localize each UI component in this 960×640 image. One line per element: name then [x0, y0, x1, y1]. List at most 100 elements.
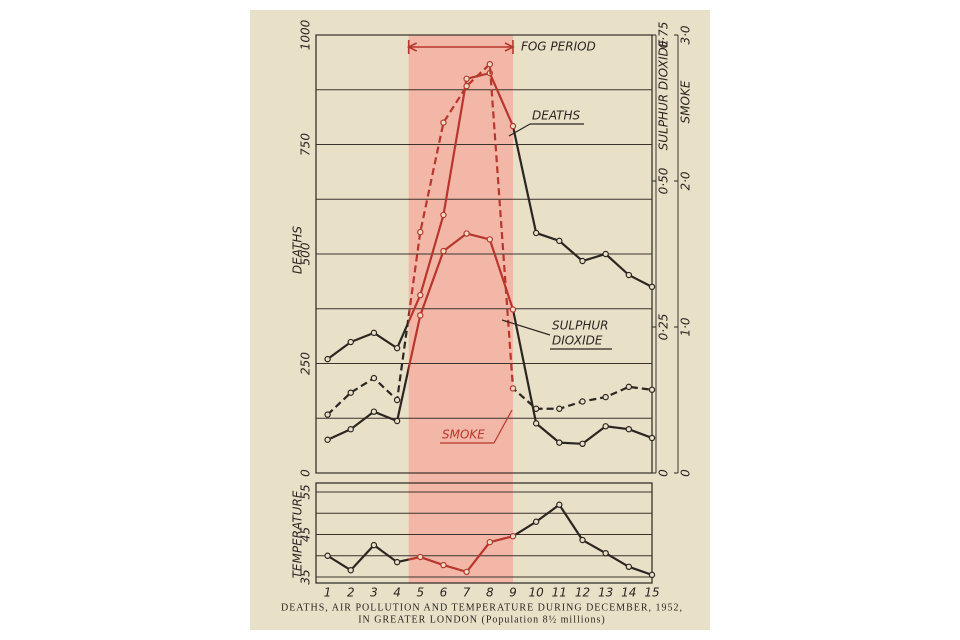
data-point — [324, 355, 331, 363]
data-point — [509, 385, 517, 392]
data-point — [556, 405, 563, 412]
data-point — [579, 536, 586, 544]
annotation: DIOXIDE — [552, 334, 603, 348]
y-tick-label: 55 — [299, 484, 313, 499]
annotation-pointer — [508, 123, 531, 137]
data-point — [532, 229, 540, 237]
data-point — [509, 533, 517, 540]
x-tick-label: 5 — [416, 586, 424, 600]
data-point — [370, 374, 378, 382]
data-point — [463, 75, 470, 83]
series-line — [326, 61, 653, 416]
data-point — [602, 393, 609, 401]
data-point — [556, 237, 563, 245]
data-point — [625, 383, 633, 391]
caption: DEATHS, AIR POLLUTION AND TEMPERATURE DU… — [281, 602, 683, 613]
data-point — [648, 283, 656, 291]
data-point — [347, 338, 354, 346]
annotation: SULPHUR — [552, 319, 608, 333]
caption: IN GREATER LONDON (Population 8½ million… — [358, 614, 606, 625]
data-point — [463, 230, 470, 237]
data-point — [625, 563, 633, 571]
data-point — [324, 552, 331, 559]
y-tick-label: 0 — [299, 469, 313, 477]
data-point — [648, 571, 656, 579]
data-point — [509, 122, 517, 130]
data-point — [440, 561, 447, 569]
data-point — [486, 60, 493, 68]
y-tick-label: 0 — [679, 469, 693, 477]
y-tick-label: 750 — [299, 133, 313, 156]
x-tick-label: 2 — [347, 586, 355, 600]
x-tick-label: 3 — [370, 586, 378, 600]
data-point — [347, 426, 354, 433]
data-point — [625, 271, 633, 279]
data-point — [463, 568, 470, 576]
x-tick-label: 9 — [509, 586, 517, 600]
x-tick-label: 7 — [463, 586, 471, 600]
data-point — [417, 291, 424, 299]
data-point — [532, 420, 540, 427]
data-point — [602, 250, 609, 258]
data-point — [625, 426, 633, 433]
fog-period-label: FOG PERIOD — [521, 40, 596, 54]
x-tick-label: 4 — [393, 586, 401, 600]
data-point — [579, 440, 586, 447]
data-point — [324, 411, 331, 418]
annotation-pointer — [493, 409, 513, 444]
data-point — [417, 228, 424, 236]
y-tick-label: 250 — [299, 352, 313, 375]
annotation: DEATHS — [532, 109, 581, 123]
data-point — [648, 386, 656, 393]
y-tick-label: 0·75 — [657, 22, 671, 49]
x-tick-label: 14 — [621, 586, 636, 600]
plot-frame — [315, 482, 653, 584]
data-point — [532, 518, 540, 525]
annotation-pointer — [501, 319, 551, 336]
x-tick-label: 6 — [440, 586, 448, 600]
x-tick-label: 8 — [486, 586, 494, 600]
y-tick-label: 3·0 — [679, 25, 693, 44]
data-point — [556, 439, 563, 446]
y-axis-title: SMOKE — [679, 80, 693, 123]
y-tick-label: 2·0 — [679, 171, 693, 190]
data-point — [417, 553, 424, 561]
y-tick-label: 35 — [299, 569, 313, 584]
data-point — [486, 538, 493, 546]
y-tick-label: 1·0 — [679, 317, 693, 336]
data-point — [393, 396, 401, 404]
y-axis-title: SULPHUR DIOXIDE — [657, 39, 671, 150]
y-axis-title: TEMPERATURE — [291, 490, 305, 578]
data-point — [602, 423, 609, 430]
data-point — [370, 408, 378, 415]
y-tick-label: 0 — [657, 469, 671, 477]
x-tick-label: 13 — [598, 586, 613, 600]
data-point — [602, 550, 609, 557]
x-tick-label: 11 — [552, 586, 567, 600]
data-point — [556, 501, 563, 508]
y-axis-title: DEATHS — [291, 226, 305, 275]
data-point — [509, 306, 517, 313]
data-point — [347, 567, 354, 574]
data-point — [579, 398, 586, 405]
y-tick-label: 0·25 — [657, 314, 671, 341]
data-point — [440, 119, 447, 126]
data-point — [370, 329, 378, 337]
x-tick-label: 15 — [644, 586, 659, 600]
data-point — [440, 211, 447, 219]
x-tick-label: 12 — [575, 586, 590, 600]
data-point — [417, 312, 424, 319]
data-point — [370, 541, 378, 549]
data-point — [440, 247, 447, 255]
data-point — [579, 257, 586, 265]
data-point — [393, 344, 401, 352]
y-tick-label: 1000 — [299, 19, 313, 50]
data-point — [393, 417, 401, 425]
y-tick-label: 0·50 — [657, 167, 671, 194]
y-tick-label: 500 — [299, 242, 313, 265]
x-tick-label: 10 — [528, 586, 544, 600]
data-point — [393, 558, 401, 566]
y-tick-label: 45 — [299, 527, 313, 542]
data-point — [648, 434, 656, 442]
